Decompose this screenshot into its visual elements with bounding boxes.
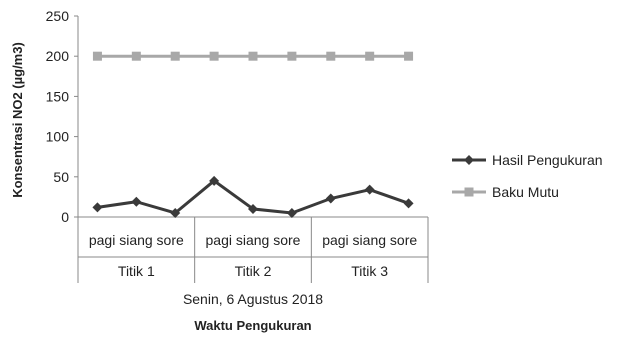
- y-tick-label: 100: [46, 129, 70, 145]
- x-super-group-label: Senin, 6 Agustus 2018: [183, 291, 323, 307]
- data-point-diamond: [131, 196, 142, 207]
- x-group-label: Titik 1: [118, 263, 155, 279]
- chart-series: [92, 51, 414, 218]
- legend-swatch-marker: [464, 187, 474, 197]
- data-point-square: [131, 51, 141, 61]
- chart-axes: [74, 15, 428, 218]
- data-point-diamond: [403, 198, 414, 209]
- data-point-square: [209, 51, 219, 61]
- data-point-diamond: [92, 202, 103, 213]
- x-category-time-labels: pagi siang sore: [322, 232, 417, 248]
- data-point-diamond: [325, 193, 336, 204]
- y-tick-label: 150: [46, 88, 70, 104]
- y-tick-labels: 0 50 100 150 200 250: [46, 8, 70, 225]
- x-category-area: pagi siang sore Titik 1 pagi siang sore Tit…: [77, 217, 429, 283]
- data-point-square: [365, 51, 375, 61]
- data-point-diamond: [170, 207, 181, 218]
- data-point-diamond: [286, 207, 297, 218]
- data-point-square: [326, 51, 336, 61]
- x-axis-label: Waktu Pengukuran: [194, 318, 311, 333]
- y-tick-label: 200: [46, 48, 70, 64]
- data-point-square: [92, 51, 102, 61]
- x-group-label: Titik 3: [351, 263, 388, 279]
- x-category-time-labels: pagi siang sore: [89, 232, 184, 248]
- data-point-square: [404, 51, 414, 61]
- y-tick-label: 0: [61, 209, 69, 225]
- legend-label: Baku Mutu: [492, 184, 559, 200]
- x-category-time-labels: pagi siang sore: [206, 232, 301, 248]
- y-tick-label: 250: [46, 8, 70, 24]
- data-point-square: [248, 51, 258, 61]
- x-group-label: Titik 2: [235, 263, 272, 279]
- data-point-diamond: [209, 175, 220, 186]
- data-point-diamond: [364, 184, 375, 195]
- legend-label: Hasil Pengukuran: [492, 152, 603, 168]
- y-tick-label: 50: [53, 169, 69, 185]
- legend-swatch-marker: [464, 155, 474, 165]
- chart-legend: Hasil Pengukuran Baku Mutu: [452, 152, 603, 200]
- data-point-diamond: [248, 203, 258, 214]
- data-point-square: [170, 51, 180, 61]
- data-point-square: [287, 51, 297, 61]
- y-axis-label: Konsentrasi NO2 (µg/m3): [10, 42, 25, 198]
